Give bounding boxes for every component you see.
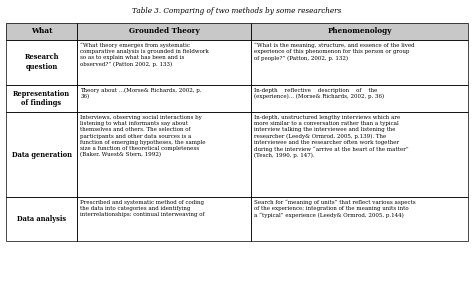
Text: Interviews, observing social interactions by
listening to what informants say ab: Interviews, observing social interaction… <box>80 115 206 157</box>
Bar <box>77 40 251 85</box>
Bar <box>251 112 468 197</box>
Text: Prescribed and systematic method of coding
the data into categories and identify: Prescribed and systematic method of codi… <box>80 200 205 217</box>
Bar <box>6 23 77 40</box>
Bar <box>77 23 251 40</box>
Text: “What is the meaning, structure, and essence of the lived
experience of this phe: “What is the meaning, structure, and ess… <box>254 43 414 61</box>
Text: Representation
of findings: Representation of findings <box>13 90 70 107</box>
Bar <box>251 23 468 40</box>
Bar <box>6 197 77 241</box>
Bar <box>251 85 468 112</box>
Text: Phenomenology: Phenomenology <box>328 27 392 35</box>
Bar <box>251 197 468 241</box>
Bar <box>251 23 468 40</box>
Text: “What theory emerges from systematic
comparative analysis is grounded in fieldwo: “What theory emerges from systematic com… <box>80 43 209 67</box>
Text: Table 3. Comparing of two methods by some researchers: Table 3. Comparing of two methods by som… <box>132 7 342 15</box>
Text: In-depth    reflective    description    of    the
(experience)... (Morse& Richa: In-depth reflective description of the (… <box>254 88 384 99</box>
Text: Research
question: Research question <box>24 53 59 71</box>
Bar <box>77 197 251 241</box>
Text: Grounded Theory: Grounded Theory <box>129 27 200 35</box>
Text: Search for “meaning of units” that reflect various aspects
of the experience; in: Search for “meaning of units” that refle… <box>254 200 415 218</box>
Text: In-depth, unstructured lengthy interviews which are
more similar to a conversati: In-depth, unstructured lengthy interview… <box>254 115 409 158</box>
Text: What: What <box>31 27 52 35</box>
Bar <box>6 85 77 112</box>
Bar <box>251 40 468 85</box>
Bar <box>6 40 77 85</box>
Bar <box>6 112 77 197</box>
Bar <box>6 23 77 40</box>
Bar <box>77 85 251 112</box>
Bar <box>77 112 251 197</box>
Text: Data generation: Data generation <box>11 151 72 158</box>
Bar <box>77 23 251 40</box>
Text: Theory about ...(Morse& Richards, 2002, p.
36): Theory about ...(Morse& Richards, 2002, … <box>80 88 202 99</box>
Text: Data analysis: Data analysis <box>17 215 66 223</box>
